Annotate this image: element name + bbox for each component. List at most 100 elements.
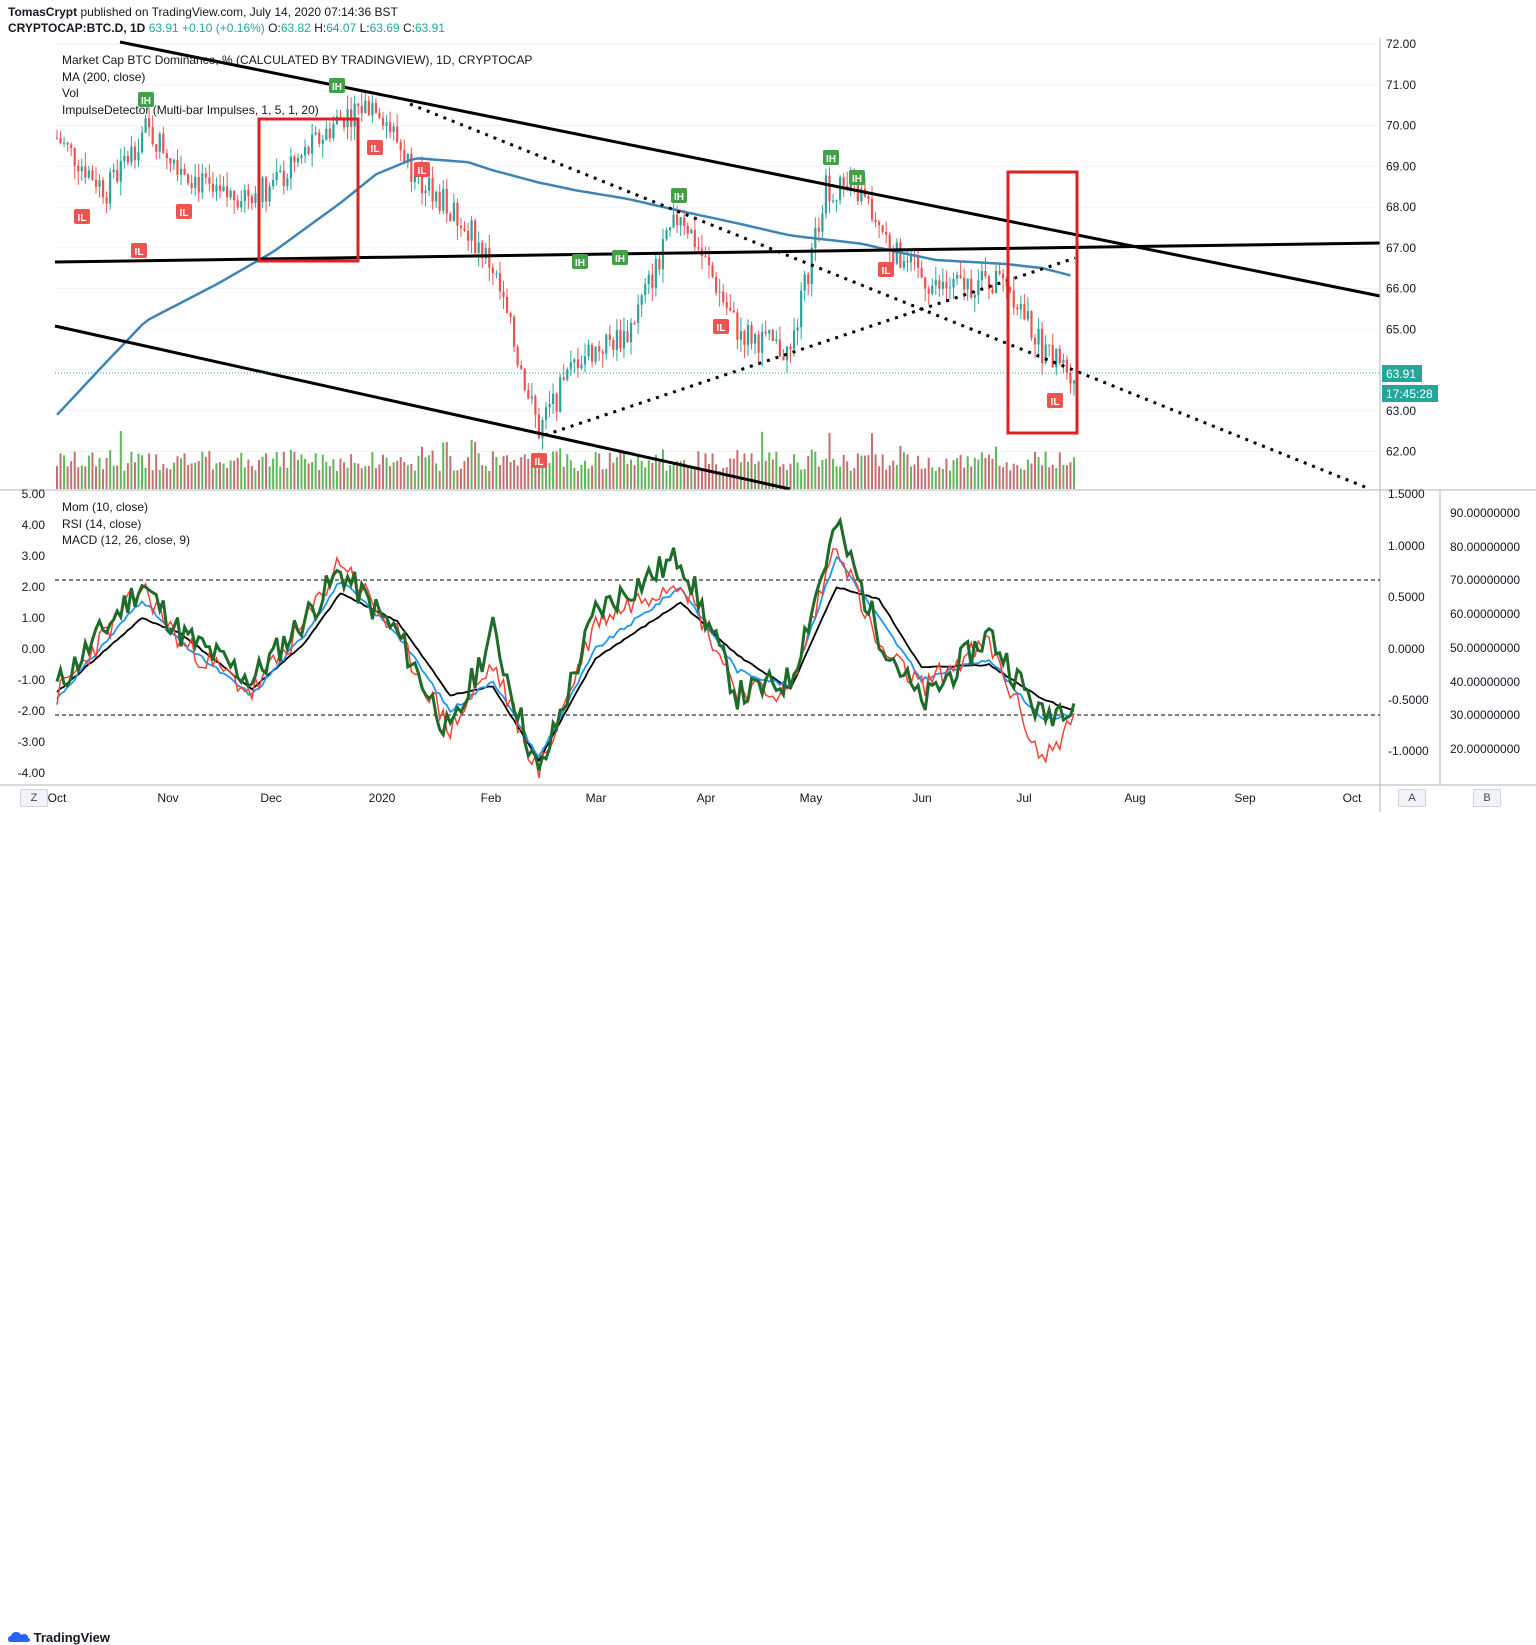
low-value: 63.69 [369,21,400,35]
candle-body [225,186,229,198]
impulse-low-badge: IL [713,319,729,334]
price-change: +0.10 (+0.16%) [182,21,265,35]
volume-bar [594,452,597,489]
candle-body [729,307,732,311]
volume-bar [555,451,558,489]
log-scale-button[interactable]: B [1473,789,1501,807]
legend-rsi[interactable]: RSI (14, close) [62,516,142,531]
candle-body [151,127,154,145]
candle-body [456,202,459,226]
candle-body [1002,273,1005,279]
volume-bar [881,454,884,489]
volume-bar [467,457,470,489]
rsi-tick-label: 50.00000000 [1450,641,1520,655]
candle-body [1048,344,1051,346]
volume-bar [948,470,951,489]
candle-body [488,248,491,268]
volume-bar [197,461,200,489]
candle-body [803,274,806,291]
legend-volume[interactable]: Vol [62,86,79,100]
candle-body [119,160,122,182]
badge-text: IL [135,247,144,258]
volume-bar [782,464,785,489]
lower-channel-line[interactable] [54,324,791,491]
candle-body [771,330,774,342]
candle-body [378,112,381,118]
candle-body [502,291,505,297]
candle-body [498,273,502,292]
volume-bar [190,463,193,489]
price-tick-label: 71.00 [1386,78,1416,92]
volume-bar [1009,470,1012,489]
candle-body [587,345,590,357]
candle-body [994,270,998,294]
badge-text: IL [78,213,87,224]
volume-bar [459,468,462,489]
candle-body [924,277,927,289]
volume-bar [849,470,852,489]
candle-body [286,178,289,187]
volume-bar [810,449,813,489]
candle-body [194,176,197,189]
volume-bar [350,454,353,489]
candle-body [459,225,463,229]
badge-text: IL [371,144,380,155]
open-label: O: [268,21,281,35]
rsi-tick-label: 70.00000000 [1450,573,1520,587]
candle-body [612,339,615,350]
highlight-box-december[interactable] [257,117,360,263]
candle-body [438,191,441,211]
candle-body [785,346,789,361]
volume-bar [995,446,998,489]
candle-body [236,200,239,208]
volume-bar [530,460,533,489]
symbol-name[interactable]: CRYPTOCAP:BTC.D, 1D [8,21,146,35]
candle-body [870,199,874,220]
legend-impulse-detector[interactable]: ImpulseDetector (Multi-bar Impulses, 1, … [62,102,319,117]
volume-bar [1062,464,1065,489]
candle-body [328,128,331,139]
ma200-line [56,157,1071,416]
candle-body [629,322,633,343]
candle-body [364,100,367,114]
momentum-line [55,516,1076,771]
volume-bar [304,458,307,489]
legend-series-title[interactable]: Market Cap BTC Dominance, % (CALCULATED … [62,53,533,67]
candle-body [222,186,225,191]
volume-bar [899,445,902,489]
author-name[interactable]: TomasCrypt [8,5,78,19]
footer: TradingView [0,812,1536,1645]
candle-body [140,132,144,153]
volume-bar [279,466,282,489]
volume-bar [608,452,611,489]
legend-macd[interactable]: MACD (12, 26, close, 9) [62,533,191,547]
tradingview-brand[interactable]: TradingView [8,1630,110,1645]
candle-body [580,364,583,369]
impulse-low-badge: IL [1047,393,1063,408]
volume-bar [562,466,565,489]
auto-scale-button[interactable]: A [1398,789,1426,807]
rsi-tick-label: 60.00000000 [1450,607,1520,621]
dotted-ascending-trendline[interactable] [544,256,1076,437]
candle-body [821,213,824,232]
candle-body [973,294,976,298]
candle-body [371,102,374,116]
candle-body [764,331,767,334]
momentum-tick-label: -4.00 [18,766,46,780]
volume-bar [573,467,576,489]
volume-bar [672,464,675,489]
legend-momentum[interactable]: Mom (10, close) [62,500,149,514]
dotted-descending-trendline[interactable] [409,102,1371,491]
chart-canvas[interactable]: IH IH IH IH IH IH IH IL IL IL IL IL IL IL IL IL 72.00 71… [0,0,1536,812]
horizontal-support-line[interactable] [54,241,1381,264]
volume-bar [959,454,962,489]
highlight-box-july[interactable] [1006,170,1079,435]
candle-body [70,144,73,148]
candle-body [959,275,962,278]
legend-ma[interactable]: MA (200, close) [62,69,146,84]
candle-body [314,132,317,135]
volume-bar [917,455,920,489]
candle-body [406,153,409,163]
volume-bar [77,467,80,489]
zoom-button[interactable]: Z [20,789,48,807]
